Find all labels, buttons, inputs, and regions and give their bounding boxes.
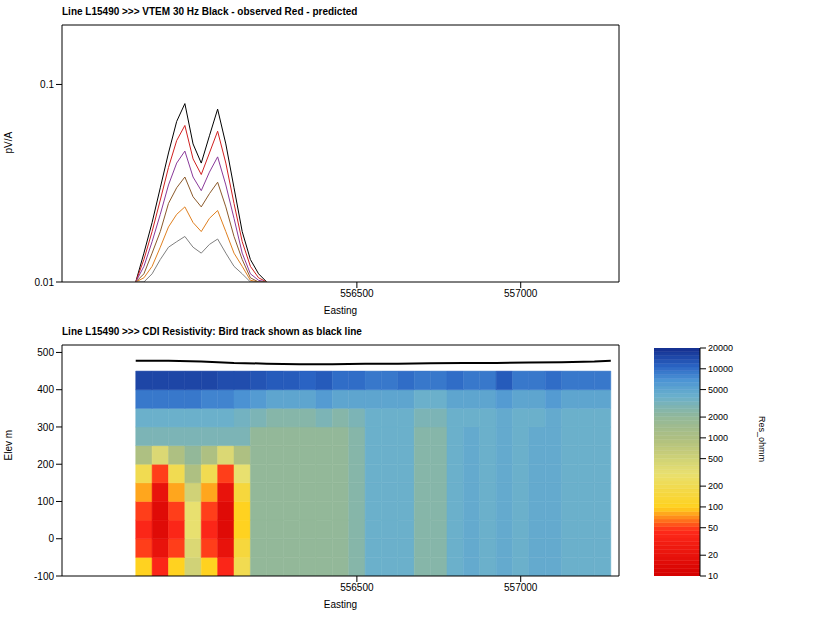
html-text:Line L15490 >>> CDI Resistivit: Line L15490 >>> CDI Resistivity: Bird tr… [62,326,362,337]
html-text:Line L15490 >>> VTEM 30 Hz Bla: Line L15490 >>> VTEM 30 Hz Black - obser… [62,6,358,17]
svg-text:557000: 557000 [504,582,538,593]
svg-text:556500: 556500 [340,582,374,593]
svg-text:400: 400 [37,384,54,395]
svg-text:5000: 5000 [708,385,728,395]
svg-text:10000: 10000 [708,364,733,374]
svg-text:-100: -100 [34,571,54,582]
svg-text:300: 300 [37,422,54,433]
svg-text:200: 200 [708,481,723,491]
svg-text:Res_ohmm: Res_ohmm [757,416,767,462]
svg-text:100: 100 [708,502,723,512]
svg-text:Easting: Easting [324,305,357,316]
svg-text:20000: 20000 [708,343,733,353]
svg-text:2000: 2000 [708,412,728,422]
svg-text:pV/A: pV/A [3,131,14,153]
svg-text:500: 500 [708,454,723,464]
svg-text:500: 500 [37,347,54,358]
svg-text:0.1: 0.1 [40,79,54,90]
svg-text:Elev m: Elev m [3,430,14,461]
svg-text:556500: 556500 [340,288,374,299]
svg-text:0: 0 [48,533,54,544]
svg-text:10: 10 [708,571,718,581]
svg-text:20: 20 [708,550,718,560]
svg-text:Easting: Easting [324,599,357,610]
svg-text:200: 200 [37,459,54,470]
svg-text:50: 50 [708,523,718,533]
svg-text:0.01: 0.01 [35,277,55,288]
svg-text:100: 100 [37,496,54,507]
svg-text:1000: 1000 [708,433,728,443]
svg-text:557000: 557000 [504,288,538,299]
